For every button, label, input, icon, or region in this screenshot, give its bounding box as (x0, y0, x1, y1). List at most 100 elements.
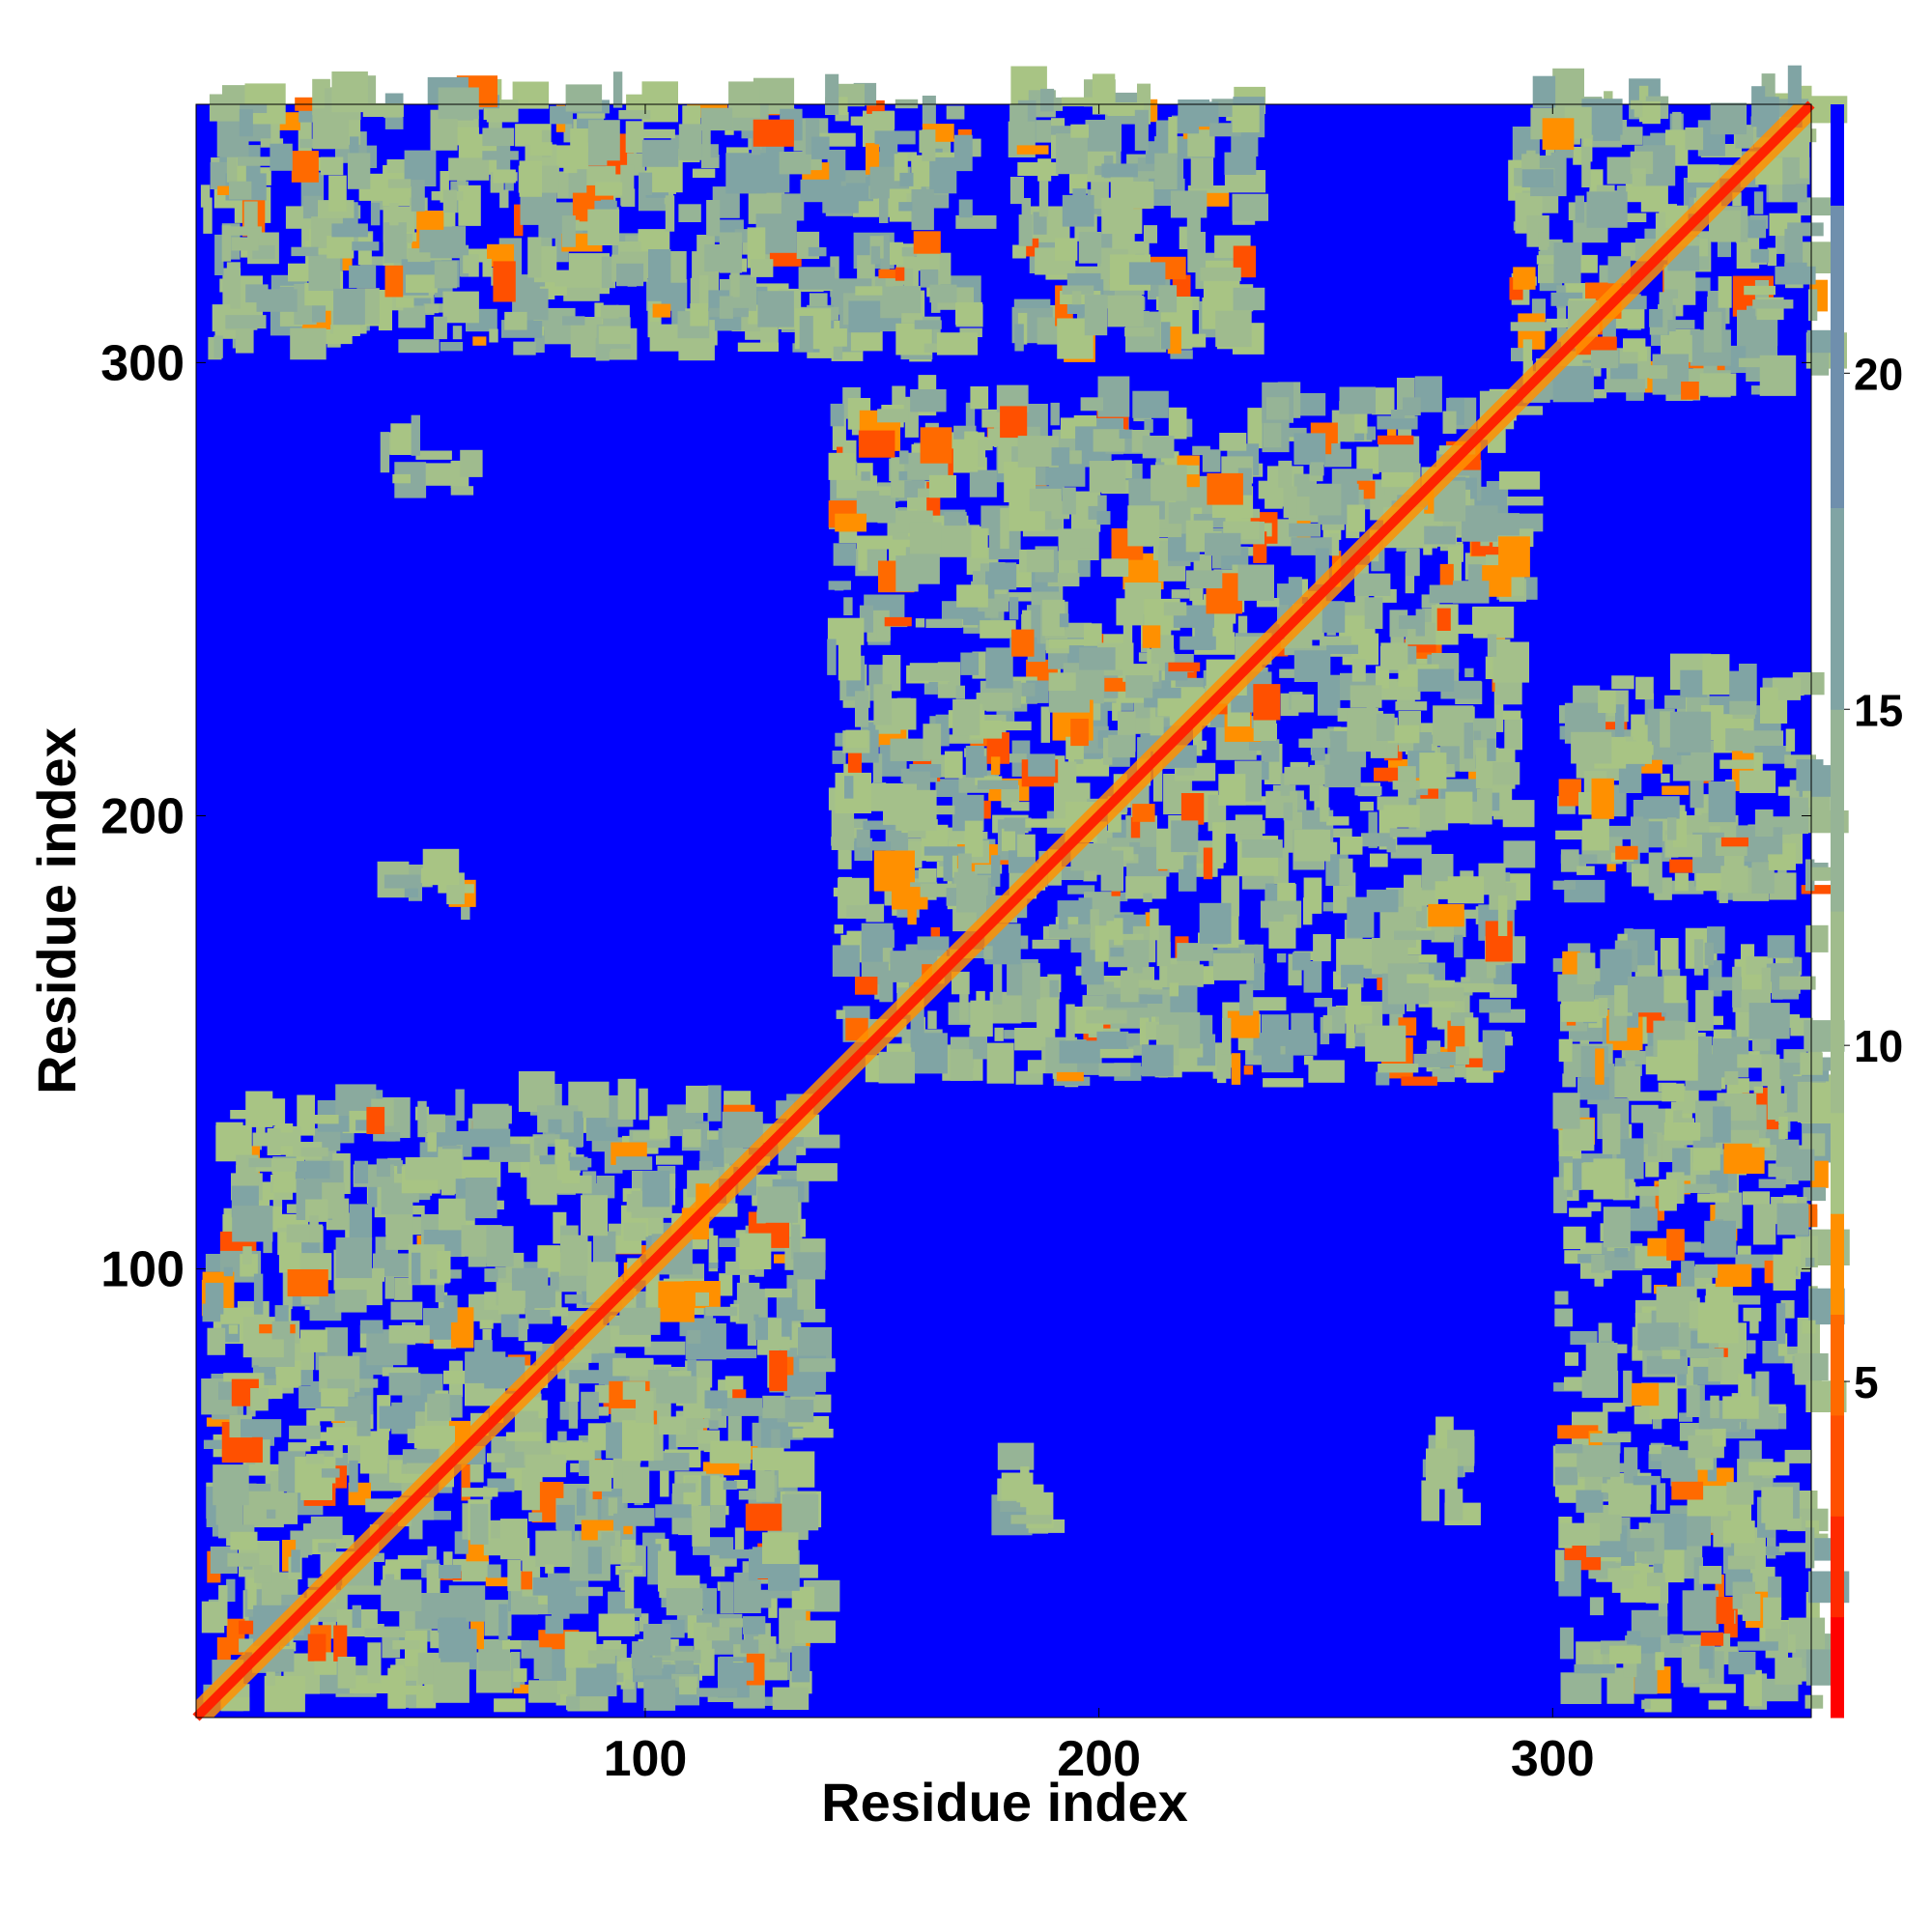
heatmap-cell (1784, 1354, 1799, 1364)
heatmap-cell (1406, 974, 1435, 983)
heatmap-cell (1796, 759, 1824, 791)
heatmap-cell (1694, 1264, 1719, 1278)
heatmap-cell (1522, 339, 1533, 381)
heatmap-cell (1632, 168, 1646, 187)
heatmap-cell (835, 513, 867, 532)
heatmap-cell (274, 1305, 289, 1323)
heatmap-cell (1059, 911, 1068, 930)
heatmap-cell (1647, 1237, 1670, 1257)
heatmap-cell (1583, 126, 1593, 162)
colorbar-segment (1831, 1213, 1844, 1315)
heatmap-cell (1339, 858, 1353, 886)
heatmap-cell (1493, 691, 1504, 732)
heatmap-cell (318, 1543, 336, 1552)
heatmap-cell (704, 244, 723, 272)
heatmap-cell (679, 1676, 697, 1695)
heatmap-cell (384, 874, 421, 889)
heatmap-cell (922, 96, 936, 128)
heatmap-cell (1634, 1406, 1653, 1425)
heatmap-cell (1141, 1044, 1174, 1077)
heatmap-cell (587, 209, 620, 245)
colorbar-ticks: 5 10 15 20 (1844, 349, 1903, 1407)
heatmap-cell (1386, 838, 1396, 853)
heatmap-cell (243, 201, 258, 229)
heatmap-cell (1324, 764, 1361, 788)
heatmap-cell (1594, 1272, 1604, 1287)
heatmap-cell (756, 1470, 775, 1502)
heatmap-cell (1581, 1370, 1619, 1398)
heatmap-cell (482, 151, 519, 160)
heatmap-cell (1805, 859, 1815, 892)
heatmap-cell (1552, 1093, 1580, 1129)
heatmap-cell (1318, 674, 1341, 716)
heatmap-cell (1720, 1634, 1731, 1648)
heatmap-cell (1496, 513, 1520, 536)
heatmap-cell (1686, 1385, 1700, 1417)
heatmap-cell (1086, 1009, 1127, 1024)
heatmap-cell (706, 200, 721, 237)
colorbar-segment (1831, 1516, 1844, 1618)
heatmap-cell (1370, 853, 1388, 867)
heatmap-cell (427, 1393, 450, 1421)
heatmap-cell (1365, 1025, 1406, 1062)
heatmap-cell (1644, 1698, 1672, 1713)
heatmap-cell (499, 1519, 527, 1560)
heatmap-cell (1700, 1632, 1724, 1646)
heatmap-cell (1560, 849, 1579, 872)
heatmap-cell (554, 1139, 569, 1180)
heatmap-cell (533, 1137, 548, 1156)
heatmap-cell (639, 1613, 649, 1632)
heatmap-cell (460, 449, 483, 477)
heatmap-cell (1339, 386, 1376, 414)
heatmap-cell (762, 1532, 799, 1564)
heatmap-cell (747, 1314, 757, 1346)
heatmap-cell (1016, 1484, 1044, 1503)
heatmap-cell (1028, 753, 1056, 777)
heatmap-cell (1804, 1694, 1824, 1709)
heatmap-cell (1084, 623, 1102, 646)
heatmap-cell (1293, 829, 1331, 862)
heatmap-cell (581, 1391, 599, 1419)
heatmap-cell (525, 1305, 553, 1324)
heatmap-cell (1014, 324, 1024, 352)
heatmap-cell (1608, 1344, 1628, 1353)
heatmap-cell (984, 604, 999, 618)
heatmap-cell (952, 971, 970, 995)
heatmap-cell (241, 1419, 282, 1437)
heatmap-cell (633, 1131, 665, 1141)
heatmap-cell (720, 1581, 734, 1614)
heatmap-cell (744, 1589, 772, 1608)
heatmap-cell (1143, 893, 1152, 902)
heatmap-cell (1156, 925, 1171, 967)
heatmap-cell (402, 1205, 425, 1215)
heatmap-cell (1025, 818, 1066, 828)
heatmap-cell (1661, 773, 1670, 783)
heatmap-cell (394, 1473, 431, 1484)
heatmap-cell (1690, 781, 1704, 809)
heatmap-cell (1427, 987, 1464, 1002)
heatmap-cell (1598, 998, 1608, 1016)
heatmap-cell (808, 246, 827, 257)
heatmap-cell (463, 1143, 472, 1157)
heatmap-cell (291, 246, 319, 257)
heatmap-cell (1578, 1445, 1620, 1477)
heatmap-cell (1681, 382, 1699, 400)
heatmap-cell (1093, 1048, 1134, 1059)
heatmap-cell (1013, 298, 1051, 308)
heatmap-cell (1018, 935, 1029, 950)
heatmap-cell (1646, 1355, 1688, 1375)
heatmap-cell (696, 1430, 721, 1444)
heatmap-cell (964, 820, 983, 857)
heatmap-cell (1634, 1186, 1671, 1196)
heatmap-cell (398, 339, 440, 354)
heatmap-cell (944, 511, 967, 530)
heatmap-cell (382, 1367, 419, 1377)
heatmap-cell (1202, 449, 1221, 472)
heatmap-cell (1699, 373, 1737, 396)
heatmap-cell (700, 1648, 715, 1676)
heatmap-cell (946, 105, 965, 120)
heatmap-cell (1659, 1179, 1677, 1211)
heatmap-cell (1239, 983, 1254, 1016)
heatmap-cell (810, 136, 830, 159)
heatmap-cell (213, 1464, 249, 1506)
